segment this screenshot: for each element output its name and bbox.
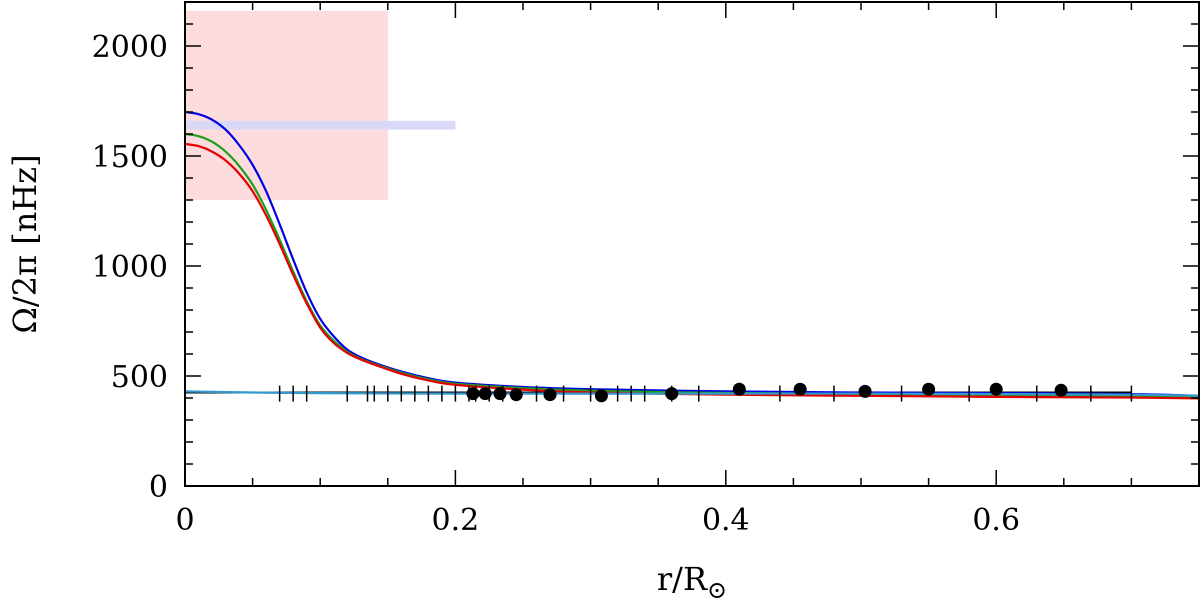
shaded-region-1 bbox=[185, 10, 388, 200]
radius-tick-marks bbox=[278, 385, 1133, 402]
x-tick-label: 0.4 bbox=[702, 503, 750, 538]
series-line-3 bbox=[184, 142, 1200, 400]
y-tick-label: 0 bbox=[149, 470, 168, 505]
data-point bbox=[989, 382, 1003, 396]
data-point bbox=[665, 387, 679, 401]
y-tick-label: 2000 bbox=[92, 30, 168, 65]
data-point bbox=[509, 388, 523, 402]
shaded-region-2 bbox=[185, 120, 456, 130]
data-point bbox=[478, 387, 492, 401]
data-point bbox=[793, 382, 807, 396]
data-point bbox=[493, 387, 507, 401]
series-lines bbox=[184, 110, 1200, 400]
data-point bbox=[594, 389, 608, 403]
y-tick-label: 1500 bbox=[92, 140, 168, 175]
y-axis-label: Ω/2π [nHz] bbox=[6, 154, 44, 333]
data-point bbox=[466, 387, 480, 401]
shaded-regions bbox=[185, 10, 456, 200]
data-point bbox=[922, 382, 936, 396]
data-points bbox=[466, 382, 1068, 403]
data-point bbox=[543, 388, 557, 402]
data-point bbox=[732, 382, 746, 396]
y-tick-labels: 0 500 1000 1500 2000 bbox=[92, 30, 168, 505]
x-tick-label: 0.2 bbox=[432, 503, 480, 538]
data-point bbox=[858, 384, 872, 398]
data-point bbox=[1054, 383, 1068, 397]
axis-ticks bbox=[184, 1, 1200, 487]
y-tick-label: 1000 bbox=[92, 250, 168, 285]
x-tick-labels: 0 0.2 0.4 0.6 bbox=[175, 503, 1020, 538]
x-tick-label: 0 bbox=[175, 503, 194, 538]
y-tick-label: 500 bbox=[111, 360, 168, 395]
x-tick-label: 0.6 bbox=[972, 503, 1020, 538]
series-line-1 bbox=[184, 110, 1200, 397]
x-axis-label: r/R⊙ bbox=[657, 560, 727, 604]
